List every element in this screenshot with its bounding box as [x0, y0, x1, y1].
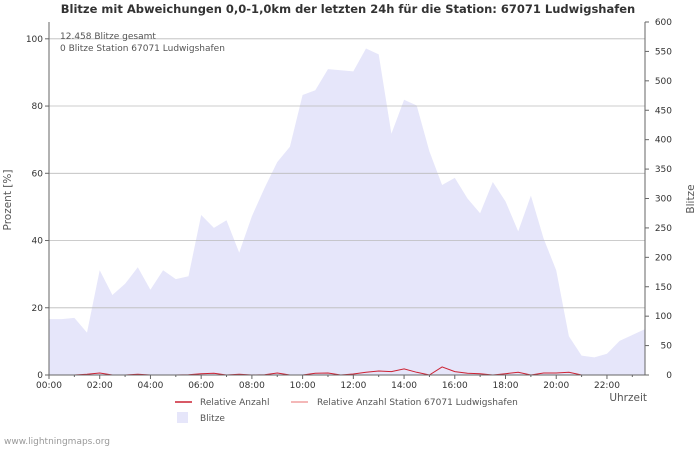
y-right-tick-label: 50 — [661, 342, 673, 352]
y-left-tick-label: 0 — [37, 371, 43, 381]
y-left-tick-label: 100 — [26, 35, 43, 45]
y-axis-label-right: Blitze — [685, 184, 697, 213]
footer-credit: www.lightningmaps.org — [4, 437, 110, 447]
x-tick-label: 10:00 — [290, 381, 316, 391]
y-left-tick-label: 60 — [32, 169, 44, 179]
x-tick-label: 16:00 — [442, 381, 468, 391]
legend-label-blitze: Blitze — [200, 414, 225, 424]
x-tick-label: 12:00 — [340, 381, 366, 391]
x-tick-label: 02:00 — [87, 381, 113, 391]
y-right-tick-label: 450 — [655, 106, 672, 116]
gridlines — [49, 38, 645, 309]
x-axis-label: Uhrzeit — [609, 392, 647, 404]
legend: Relative Anzahl Relative Anzahl Station … — [175, 398, 518, 424]
info-total: 12.458 Blitze gesamt — [60, 32, 156, 42]
y-right-tick-label: 550 — [655, 47, 672, 57]
y-right-tick-label: 200 — [655, 253, 672, 263]
y-right-tick-label: 500 — [655, 77, 672, 87]
x-tick-label: 14:00 — [391, 381, 417, 391]
x-tick-label: 04:00 — [137, 381, 163, 391]
y-right-tick-label: 400 — [655, 136, 672, 146]
y-left-tick-label: 20 — [32, 304, 44, 314]
x-tick-label: 00:00 — [36, 381, 62, 391]
blitze-area-layer — [49, 48, 645, 375]
legend-swatch-blitze — [177, 412, 188, 423]
y-left-tick-label: 40 — [32, 237, 44, 247]
y-right-tick-label: 100 — [655, 312, 672, 322]
x-tick-label: 20:00 — [543, 381, 569, 391]
axes: 0 20 40 60 80 100 0 50 100 150 200 250 300 350 400 450 5… — [26, 18, 672, 391]
y-left-tick-label: 80 — [32, 102, 44, 112]
y-right-tick-label: 600 — [655, 18, 672, 28]
x-tick-label: 08:00 — [239, 381, 265, 391]
y-right-tick-label: 300 — [655, 195, 672, 205]
y-right-tick-label: 150 — [655, 283, 672, 293]
y-right-tick-label: 350 — [655, 165, 672, 175]
y-right-tick-label: 0 — [666, 371, 672, 381]
info-station: 0 Blitze Station 67071 Ludwigshafen — [60, 44, 225, 54]
x-tick-label: 22:00 — [594, 381, 620, 391]
legend-label-relative: Relative Anzahl — [200, 398, 269, 408]
x-tick-label: 06:00 — [188, 381, 214, 391]
legend-label-station: Relative Anzahl Station 67071 Ludwigshaf… — [317, 398, 518, 408]
blitze-area — [49, 48, 645, 375]
y-axis-label-left: Prozent [%] — [2, 170, 14, 231]
x-tick-label: 18:00 — [493, 381, 519, 391]
chart-title: Blitze mit Abweichungen 0,0-1,0km der le… — [61, 2, 636, 16]
y-right-tick-label: 250 — [655, 224, 672, 234]
